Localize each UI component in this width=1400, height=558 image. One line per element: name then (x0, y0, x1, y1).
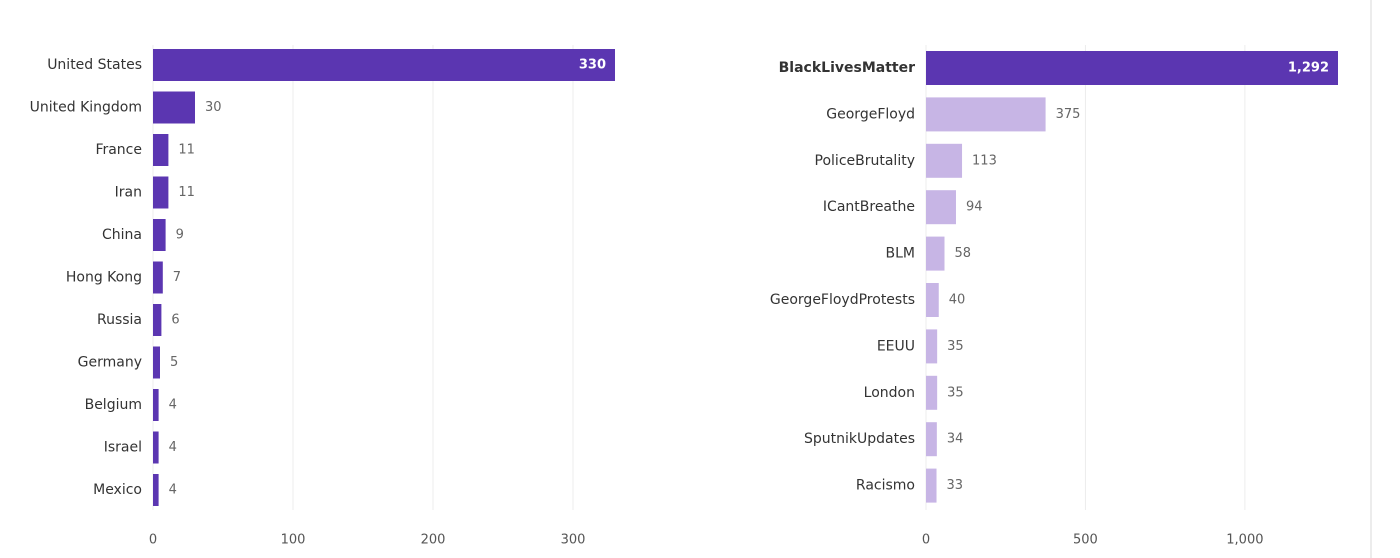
bar (926, 283, 939, 317)
category-label: Mexico (93, 482, 142, 498)
x-tick-label: 500 (1073, 533, 1098, 548)
x-tick-label: 300 (561, 533, 586, 548)
bar (153, 304, 162, 336)
x-tick-label: 1,000 (1226, 533, 1263, 548)
category-label: SputnikUpdates (804, 431, 915, 447)
value-label: 5 (170, 355, 178, 370)
bar (153, 134, 169, 166)
value-label: 35 (947, 385, 964, 400)
category-label: PoliceBrutality (815, 153, 915, 169)
bar (926, 190, 956, 225)
x-tick-label: 0 (149, 533, 157, 548)
bar (153, 389, 159, 421)
category-label: GeorgeFloydProtests (770, 292, 915, 308)
value-label: 1,292 (1288, 61, 1329, 76)
category-label: Iran (115, 185, 142, 201)
bar (153, 431, 159, 464)
category-label: United Kingdom (30, 100, 142, 116)
bar (153, 91, 195, 124)
bar (926, 236, 945, 271)
value-label: 375 (1056, 107, 1081, 122)
category-label: BLM (886, 246, 915, 262)
category-label: Russia (97, 312, 142, 328)
value-label: 11 (178, 185, 195, 200)
category-label: BlackLivesMatter (779, 60, 915, 76)
x-tick-label: 200 (421, 533, 446, 548)
bar (153, 176, 169, 209)
value-label: 94 (966, 200, 983, 215)
bar (153, 474, 159, 506)
value-label: 6 (171, 313, 179, 328)
bar (153, 219, 166, 251)
x-tick-label: 0 (922, 533, 930, 548)
value-label: 9 (176, 228, 184, 243)
category-label: Israel (104, 440, 142, 456)
bar (926, 375, 938, 410)
value-label: 30 (205, 100, 222, 115)
value-label: 11 (178, 143, 195, 158)
value-label: 40 (949, 293, 966, 308)
bar (153, 261, 163, 294)
bar (153, 49, 615, 81)
category-label: Racismo (856, 478, 915, 494)
value-label: 4 (169, 483, 177, 498)
value-label: 4 (169, 440, 177, 455)
bar (153, 346, 160, 379)
value-label: 35 (947, 339, 964, 354)
bar (926, 97, 1046, 132)
bar (926, 143, 963, 178)
bar (926, 51, 1338, 85)
bar (926, 329, 938, 364)
category-label: Germany (78, 355, 142, 371)
category-label: France (95, 142, 142, 158)
category-label: China (102, 227, 142, 243)
category-label: Hong Kong (66, 270, 142, 286)
value-label: 113 (972, 153, 997, 168)
value-label: 58 (954, 246, 971, 261)
bar (926, 468, 937, 503)
value-label: 330 (579, 58, 606, 73)
x-tick-label: 100 (281, 533, 306, 548)
bar (926, 422, 937, 457)
value-label: 33 (947, 478, 964, 493)
category-label: Belgium (85, 397, 142, 413)
category-label: ICantBreathe (823, 199, 915, 215)
category-label: GeorgeFloyd (826, 106, 915, 122)
value-label: 4 (169, 398, 177, 413)
category-label: United States (47, 57, 142, 73)
category-label: London (864, 385, 915, 401)
value-label: 34 (947, 432, 964, 447)
category-label: EEUU (877, 338, 915, 354)
value-label: 7 (173, 270, 181, 285)
